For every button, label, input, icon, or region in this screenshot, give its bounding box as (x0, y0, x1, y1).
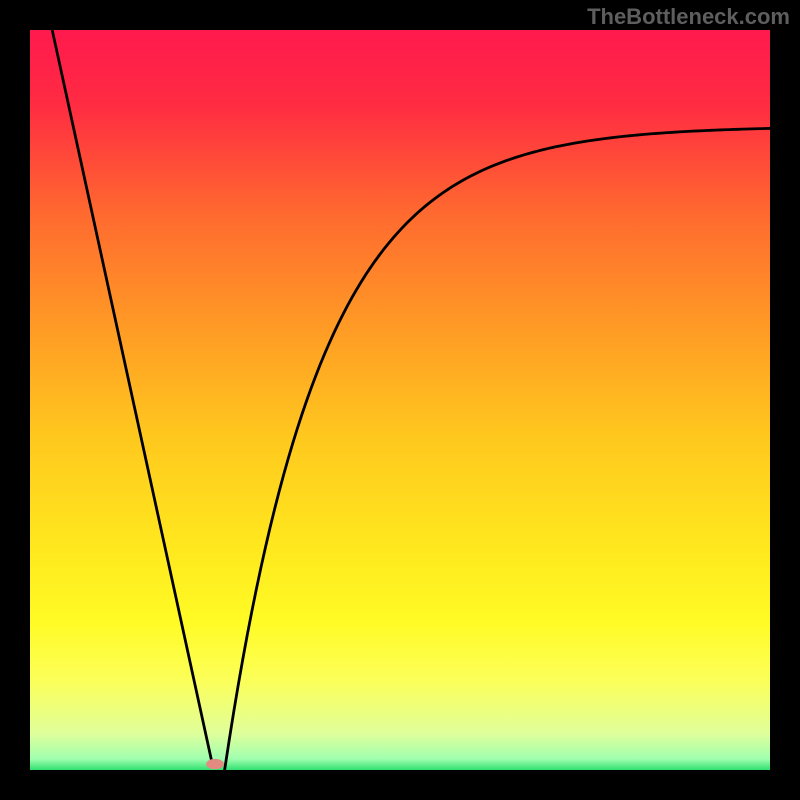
optimum-marker (206, 759, 224, 769)
chart-frame: TheBottleneck.com (0, 0, 800, 800)
watermark-text: TheBottleneck.com (587, 4, 790, 30)
bottleneck-chart (0, 0, 800, 800)
